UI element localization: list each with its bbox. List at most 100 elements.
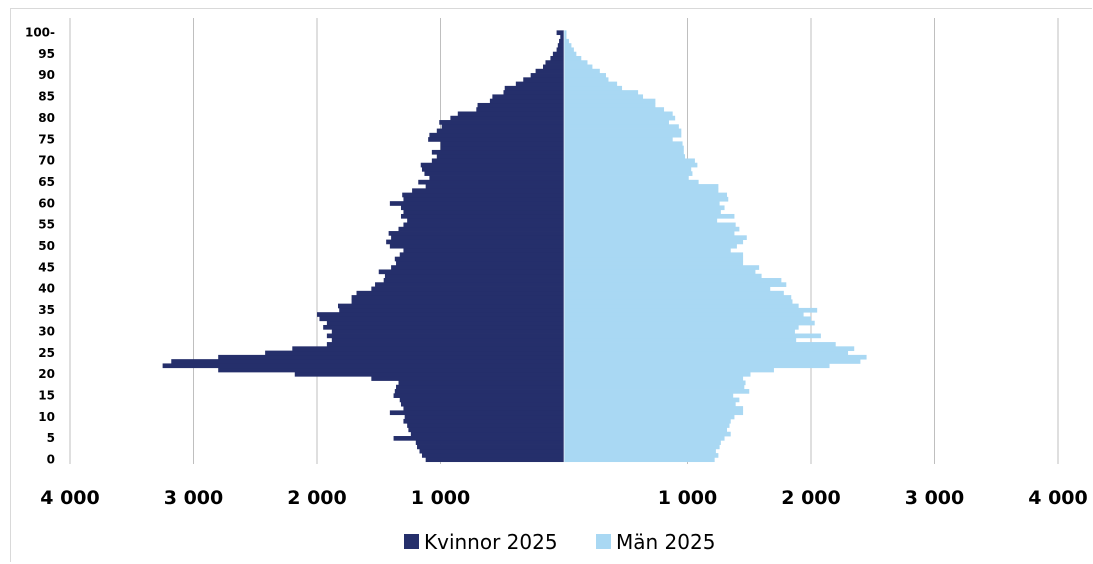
bar-kvinnor-age-11 bbox=[389, 410, 564, 416]
y-tick-label: 20 bbox=[38, 367, 55, 381]
y-tick-label: 30 bbox=[38, 324, 55, 338]
bar-man-age-33 bbox=[564, 316, 811, 322]
x-tick-label: 2 000 bbox=[781, 487, 841, 509]
bar-man-age-27 bbox=[564, 342, 836, 347]
bar-man-age-1 bbox=[564, 453, 719, 458]
bar-kvinnor-age-10 bbox=[404, 414, 564, 420]
bar-man-age-81 bbox=[564, 111, 673, 117]
bar-man-age-91 bbox=[564, 68, 600, 74]
bar-kvinnor-age-72 bbox=[431, 149, 564, 155]
bar-kvinnor-age-84 bbox=[489, 98, 564, 104]
bar-man-age-10 bbox=[564, 414, 735, 420]
bar-kvinnor-age-100 bbox=[556, 30, 564, 36]
bar-man-age-71 bbox=[564, 154, 686, 159]
bar-man-age-52 bbox=[564, 235, 747, 240]
legend-label: Kvinnor 2025 bbox=[424, 530, 558, 554]
bar-kvinnor-age-6 bbox=[410, 431, 564, 437]
bar-man-age-37 bbox=[564, 299, 793, 305]
bar-man-age-69 bbox=[564, 162, 698, 168]
bar-man-age-78 bbox=[564, 124, 679, 129]
bar-kvinnor-age-87 bbox=[504, 85, 564, 91]
bar-man-age-21 bbox=[564, 367, 774, 373]
bar-kvinnor-age-67 bbox=[424, 171, 564, 176]
legend: Kvinnor 2025 Män 2025 bbox=[404, 530, 715, 554]
bar-kvinnor-age-28 bbox=[331, 337, 564, 343]
bar-kvinnor-age-88 bbox=[515, 81, 564, 87]
bar-kvinnor-age-19 bbox=[371, 376, 564, 381]
x-tick-label: 4 000 bbox=[40, 487, 100, 509]
bar-kvinnor-age-60 bbox=[389, 201, 564, 206]
bar-kvinnor-age-13 bbox=[400, 401, 564, 407]
bar-man-age-23 bbox=[564, 359, 861, 364]
x-tick-label: 3 000 bbox=[164, 487, 224, 509]
bar-man-age-97 bbox=[564, 43, 572, 48]
bar-kvinnor-age-43 bbox=[384, 273, 564, 279]
bar-kvinnor-age-74 bbox=[440, 141, 564, 147]
bar-man-age-100 bbox=[564, 30, 567, 36]
bar-man-age-45 bbox=[564, 265, 760, 270]
bar-man-age-92 bbox=[564, 64, 593, 70]
bar-kvinnor-age-71 bbox=[436, 154, 564, 159]
bar-man-age-36 bbox=[564, 303, 799, 309]
bar-kvinnor-age-51 bbox=[386, 239, 564, 245]
bar-man-age-73 bbox=[564, 145, 684, 151]
bar-man-age-2 bbox=[564, 448, 716, 454]
bar-man-age-40 bbox=[564, 286, 771, 292]
bar-man-age-53 bbox=[564, 231, 735, 236]
bar-man-age-67 bbox=[564, 171, 693, 176]
y-tick-label: 70 bbox=[38, 154, 55, 168]
bar-man-age-34 bbox=[564, 312, 804, 317]
bar-man-age-65 bbox=[564, 179, 699, 185]
bar-kvinnor-age-52 bbox=[391, 235, 564, 240]
y-tick-label: 5 bbox=[47, 431, 55, 445]
bar-man-age-16 bbox=[564, 389, 750, 394]
y-tick-label: 65 bbox=[38, 175, 55, 189]
bar-man-age-64 bbox=[564, 184, 719, 189]
y-tick-label: 90 bbox=[38, 68, 55, 82]
bar-man-age-77 bbox=[564, 128, 682, 134]
bar-man-age-66 bbox=[564, 175, 689, 181]
bar-kvinnor-age-12 bbox=[403, 406, 564, 411]
bar-man-age-13 bbox=[564, 401, 736, 407]
bar-kvinnor-age-79 bbox=[439, 120, 564, 125]
bar-man-age-76 bbox=[564, 132, 682, 138]
y-tick-label: 55 bbox=[38, 218, 55, 232]
bar-kvinnor-age-85 bbox=[492, 94, 564, 100]
bar-man-age-60 bbox=[564, 201, 720, 206]
bar-kvinnor-age-56 bbox=[407, 218, 564, 223]
bar-man-age-85 bbox=[564, 94, 644, 100]
bar-man-age-32 bbox=[564, 320, 815, 326]
bar-man-age-22 bbox=[564, 363, 830, 369]
bar-man-age-82 bbox=[564, 107, 665, 112]
bar-kvinnor-age-59 bbox=[400, 205, 564, 211]
bar-man-age-98 bbox=[564, 38, 569, 44]
bar-kvinnor-age-25 bbox=[265, 350, 564, 356]
bar-kvinnor-age-4 bbox=[415, 440, 564, 445]
x-axis-tick-labels: 4 000 3 000 2 000 1 000 1 000 2 000 3 000 4 000 bbox=[40, 487, 1088, 509]
x-tick-label: 2 000 bbox=[287, 487, 347, 509]
bar-kvinnor-age-93 bbox=[545, 60, 564, 65]
bar-man-age-90 bbox=[564, 73, 606, 78]
bar-man-age-88 bbox=[564, 81, 618, 87]
bar-kvinnor-age-16 bbox=[394, 389, 564, 394]
y-axis-tick-labels: 0 5 10 15 20 25 30 35 40 45 50 55 60 65 70 75 80 85 90 95 10… bbox=[25, 26, 55, 467]
bars-kvinnor bbox=[162, 30, 564, 463]
bar-man-age-57 bbox=[564, 213, 735, 219]
bar-man-age-94 bbox=[564, 55, 582, 61]
bar-kvinnor-age-1 bbox=[421, 453, 564, 458]
bar-man-age-61 bbox=[564, 196, 729, 202]
bar-kvinnor-age-0 bbox=[425, 457, 564, 463]
bar-man-age-89 bbox=[564, 77, 609, 83]
bar-man-age-15 bbox=[564, 393, 734, 398]
bar-man-age-8 bbox=[564, 423, 730, 428]
y-tick-label: 50 bbox=[38, 239, 55, 253]
bar-kvinnor-age-92 bbox=[543, 64, 564, 70]
bar-kvinnor-age-64 bbox=[425, 184, 564, 189]
bar-man-age-55 bbox=[564, 222, 736, 228]
bar-man-age-87 bbox=[564, 85, 623, 91]
x-tick-label: 1 000 bbox=[411, 487, 471, 509]
bar-man-age-41 bbox=[564, 282, 787, 287]
bar-kvinnor-age-98 bbox=[559, 38, 564, 44]
bar-man-age-95 bbox=[564, 51, 577, 57]
bar-kvinnor-age-30 bbox=[331, 329, 564, 334]
